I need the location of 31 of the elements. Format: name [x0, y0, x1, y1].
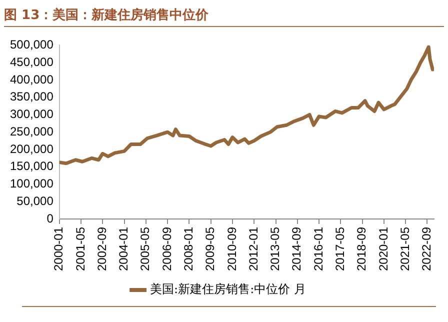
x-tick-label: 2021-05 [398, 226, 412, 272]
x-tick-label: 2016-01 [311, 226, 326, 272]
x-tick-label: 2006-09 [160, 226, 174, 272]
y-tick-label: 200,000 [10, 142, 54, 156]
y-tick-label: 350,000 [10, 90, 54, 104]
y-tick-label: 150,000 [10, 159, 54, 174]
y-tick-label: 500,000 [10, 38, 54, 52]
x-tick-label: 2002-09 [94, 226, 109, 272]
y-tick-label: 50,000 [16, 194, 54, 208]
x-tick-label: 2005-05 [138, 226, 152, 272]
x-tick-label: 2008-01 [182, 226, 196, 272]
legend-label: 美国:新建住房销售:中位价 月 [150, 282, 306, 296]
x-tick-label: 2022-09 [420, 226, 434, 272]
x-tick-label: 2013-05 [268, 226, 282, 272]
x-tick-label: 2020-01 [376, 226, 390, 272]
chart-title: 图 13：美国：新建住房销售中位价 [4, 6, 209, 24]
x-tick-label: 2009-05 [203, 226, 218, 272]
x-tick-label: 2004-01 [116, 226, 131, 272]
y-tick-label: 100,000 [10, 176, 54, 191]
x-tick-label: 2018-09 [354, 226, 369, 272]
y-tick-label: 300,000 [10, 107, 54, 122]
y-tick-label: 0 [46, 211, 54, 226]
x-tick-label: 2017-05 [332, 226, 347, 272]
y-tick-label: 450,000 [10, 54, 54, 69]
x-tick-label: 2012-01 [246, 226, 260, 272]
x-tick-label: 2000-01 [52, 226, 66, 272]
y-tick-label: 400,000 [10, 72, 54, 86]
x-tick-label: 2010-09 [224, 226, 239, 272]
y-tick-label: 250,000 [10, 124, 54, 138]
x-tick-label: 2014-09 [290, 226, 304, 272]
x-tick-label: 2001-05 [73, 226, 88, 272]
